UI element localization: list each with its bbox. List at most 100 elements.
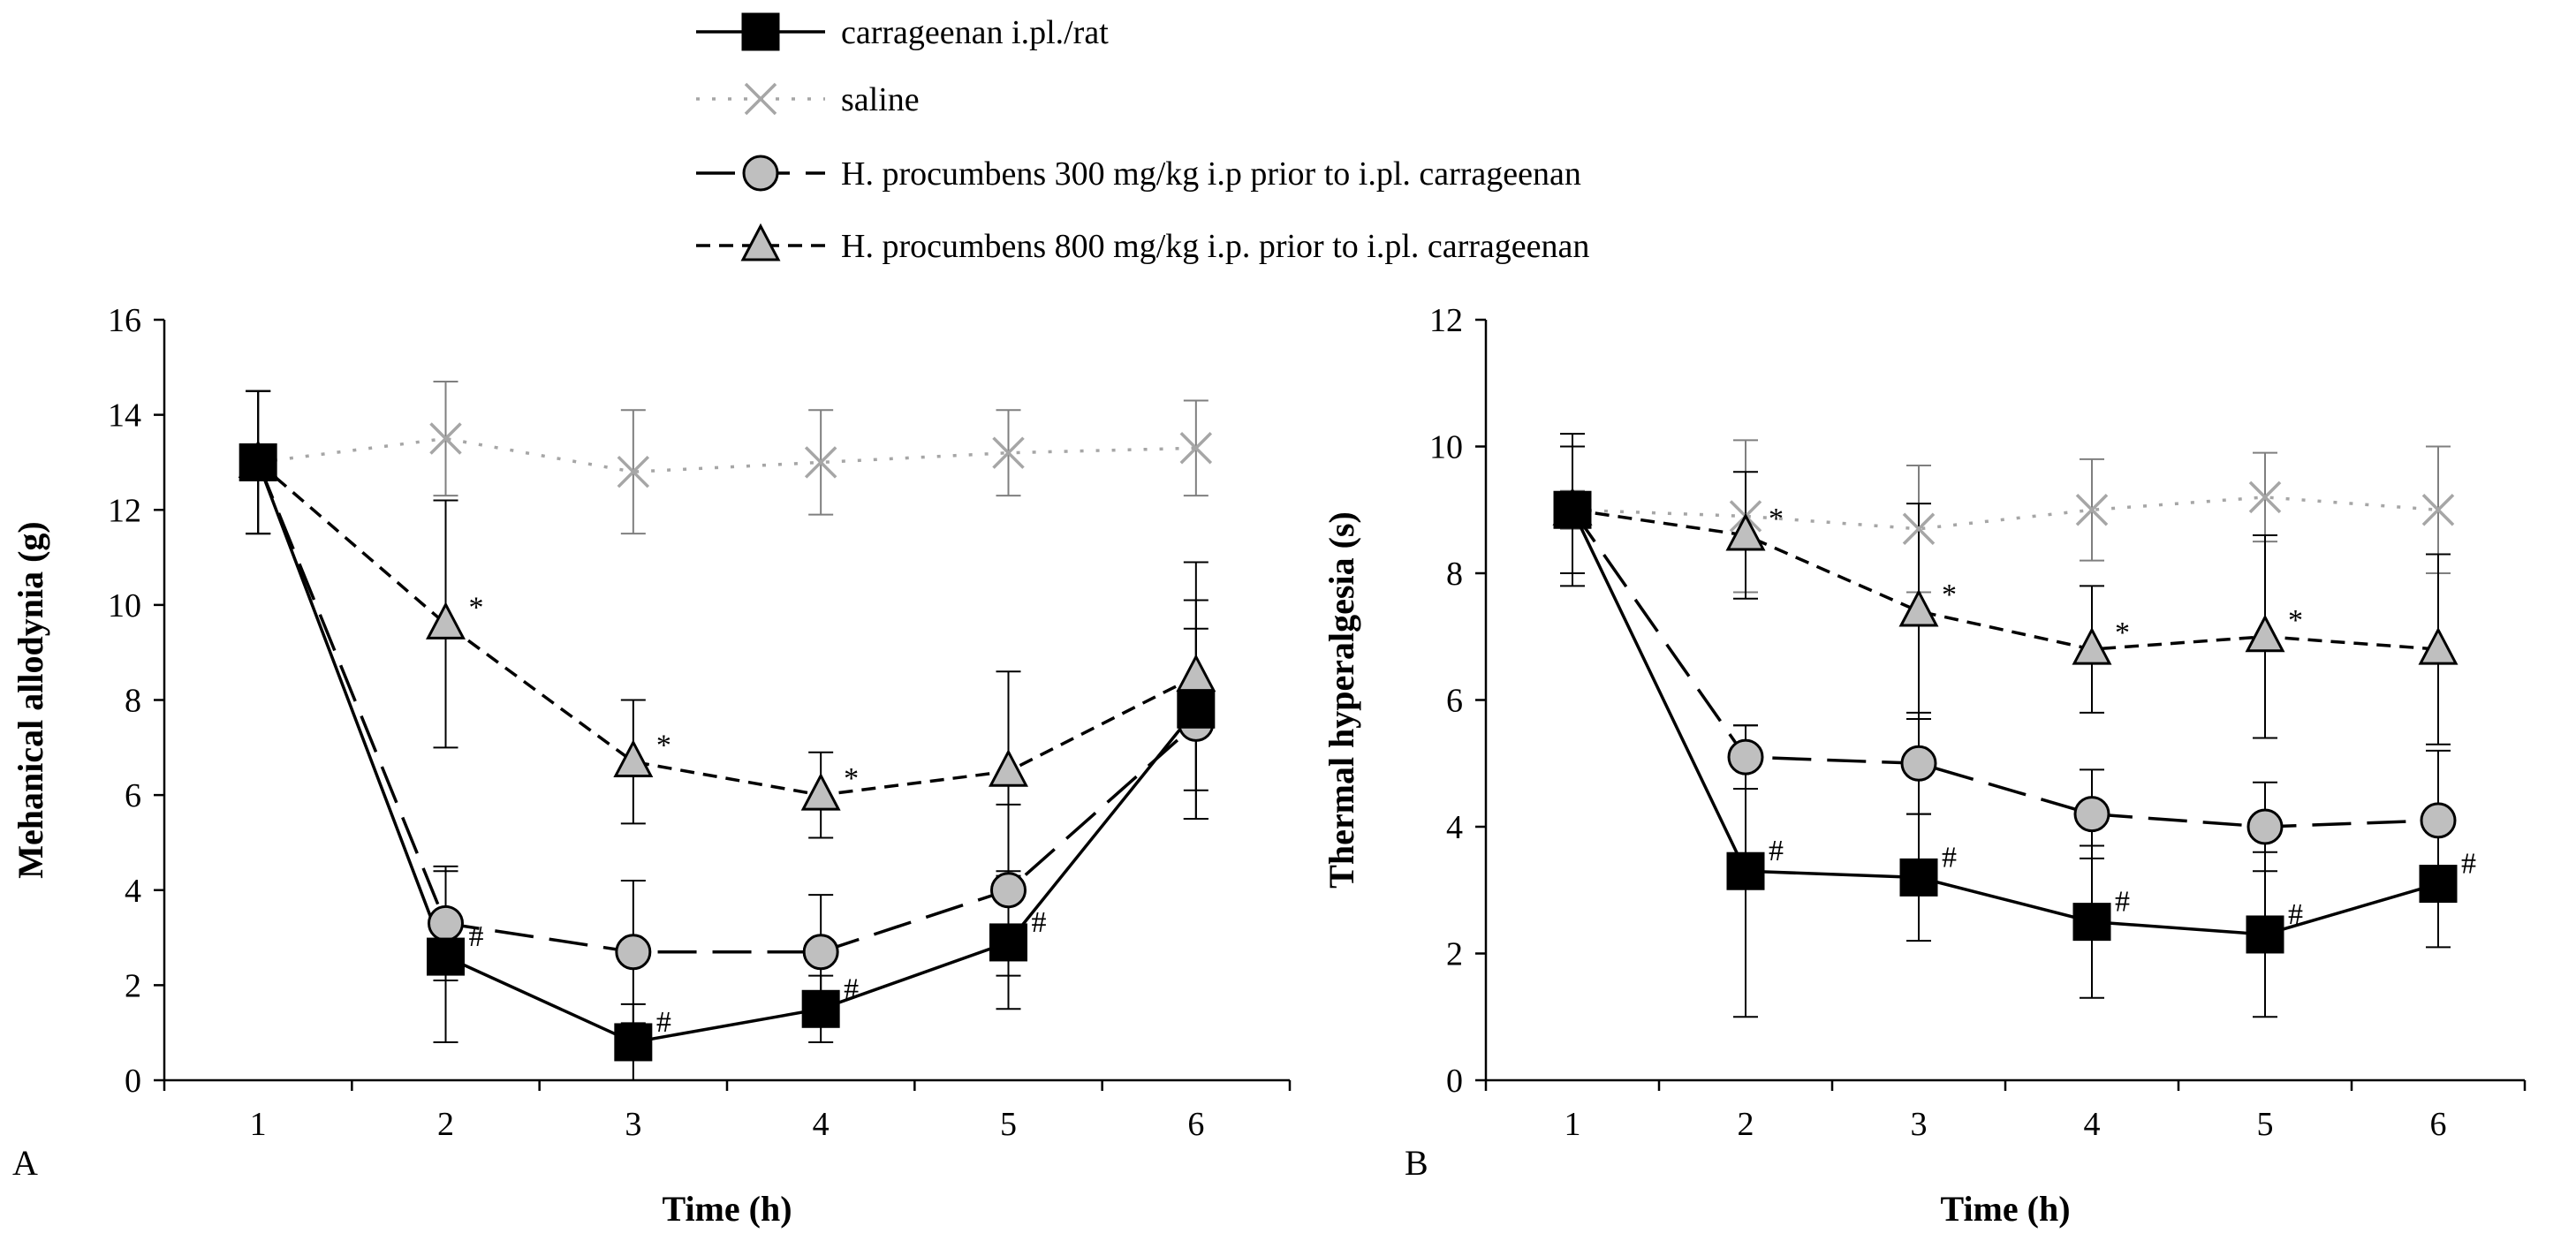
data-point-hp300: [1727, 738, 1764, 776]
y-tick-label: 14: [108, 397, 141, 435]
series-line-hp300: [256, 461, 1197, 954]
x-tick-label: 5: [2257, 1106, 2274, 1143]
data-point-hp300-shape: [802, 934, 839, 971]
data-point-carrageenan-shape: [1553, 490, 1592, 529]
significance-label: *: [469, 591, 484, 624]
data-point-saline: [2075, 494, 2109, 526]
y-tick-label: 4: [125, 873, 141, 910]
y-tick-label: 8: [125, 683, 141, 720]
data-point-saline: [617, 455, 650, 488]
data-point-hp800: [1725, 512, 1766, 551]
data-point-saline: [2421, 494, 2455, 526]
data-point-carrageenan: [2419, 865, 2458, 904]
data-point-hp300: [2420, 802, 2457, 839]
x-tick-label: 1: [1565, 1106, 1581, 1143]
data-point-hp300: [428, 904, 464, 942]
panel-letter: B: [1405, 1143, 1428, 1183]
x-tick-label: 6: [1187, 1106, 1204, 1143]
legend: carrageenan i.pl./rat saline H. procumbens…: [696, 12, 1589, 265]
data-point-hp800-shape: [1176, 654, 1216, 692]
x-tick-label: 5: [1000, 1106, 1017, 1143]
data-point-hp800-shape: [2072, 626, 2112, 665]
significance-label: #: [656, 1006, 671, 1039]
data-point-hp800: [1898, 588, 1939, 627]
series-hp800: [246, 390, 1208, 873]
y-tick-label: 2: [1446, 936, 1463, 973]
series-hp800: [1560, 433, 2451, 745]
series-line-carrageenan: [256, 461, 1198, 1044]
legend-label-hp800: H. procumbens 800 mg/kg i.p. prior to i.…: [841, 228, 1589, 265]
legend-entry-carrageenan: carrageenan i.pl./rat: [696, 12, 1109, 51]
data-point-hp800-shape: [989, 748, 1028, 787]
data-point-hp800: [989, 748, 1028, 787]
series-line-carrageenan: [1571, 509, 2439, 936]
y-tick-label: 6: [1446, 683, 1463, 720]
significance-label: #: [844, 972, 859, 1005]
legend-label-hp300: H. procumbens 300 mg/kg i.p prior to i.p…: [841, 155, 1581, 193]
y-tick-label: 8: [1446, 556, 1463, 593]
data-point-saline-stroke-b: [804, 446, 837, 479]
data-point-carrageenan-shape: [989, 923, 1027, 962]
data-point-carrageenan: [427, 937, 465, 976]
data-point-carrageenan: [1177, 690, 1216, 729]
significance-label: #: [1032, 906, 1047, 939]
y-tick-label: 6: [125, 777, 141, 814]
data-point-carrageenan-shape: [801, 989, 840, 1028]
data-point-saline: [1902, 512, 1936, 546]
series-markers-carrageenan: # # # #: [239, 443, 1216, 1062]
x-axis-title: Time (h): [662, 1189, 792, 1229]
x-axis-title: Time (h): [1940, 1189, 2070, 1229]
data-point-carrageenan-shape: [427, 937, 465, 976]
significance-label: #: [469, 920, 484, 953]
legend-marker-hp300-shape: [742, 155, 779, 192]
data-point-saline: [2248, 481, 2282, 514]
data-point-saline-stroke-b: [429, 422, 462, 455]
y-tick-label: 16: [108, 302, 141, 339]
data-point-hp800: [800, 772, 841, 811]
significance-label: #: [2461, 848, 2476, 881]
y-tick-label: 4: [1446, 809, 1463, 846]
legend-entry-hp300: H. procumbens 300 mg/kg i.p prior to i.p…: [696, 155, 1581, 193]
series-markers-hp300: [1554, 491, 2457, 845]
legend-label-carrageenan: carrageenan i.pl./rat: [841, 14, 1109, 51]
data-point-hp800-shape: [1725, 512, 1766, 551]
x-tick-label: 3: [625, 1106, 641, 1143]
data-point-carrageenan: [614, 1023, 653, 1062]
significance-label: *: [844, 762, 859, 795]
data-point-carrageenan: [1726, 851, 1765, 890]
data-point-carrageenan: [2246, 915, 2284, 954]
x-tick-label: 1: [250, 1106, 267, 1143]
series-hp300: [246, 390, 1208, 1025]
series-line-saline: [257, 436, 1196, 473]
data-point-hp800-shape: [2245, 614, 2285, 653]
legend-marker-hp800-shape: [740, 223, 781, 261]
data-point-hp300: [2073, 796, 2110, 833]
significance-label: *: [656, 729, 671, 761]
y-tick-label: 0: [125, 1063, 141, 1100]
y-axis-title: Mehanical allodynia (g): [11, 521, 50, 878]
data-point-carrageenan: [2072, 903, 2111, 942]
x-tick-label: 2: [1738, 1106, 1754, 1143]
data-point-hp800-shape: [613, 739, 654, 777]
data-point-saline: [804, 446, 837, 479]
series-line-saline: [1572, 496, 2439, 531]
data-point-carrageenan: [1899, 858, 1938, 897]
data-point-saline-stroke-b: [617, 455, 650, 488]
data-point-carrageenan-shape: [2246, 915, 2284, 954]
legend-entry-hp800: H. procumbens 800 mg/kg i.p. prior to i.…: [696, 223, 1589, 265]
legend-marker-saline: [744, 82, 777, 116]
data-point-hp300: [990, 872, 1027, 909]
significance-label: *: [1942, 579, 1957, 611]
series-markers-hp300: [239, 443, 1215, 971]
data-point-carrageenan-shape: [2072, 903, 2111, 942]
data-point-hp800-shape: [1898, 588, 1939, 627]
series-carrageenan: [1560, 445, 2451, 1018]
data-point-saline-stroke-b: [1179, 432, 1213, 465]
data-point-saline-stroke-b: [1902, 512, 1936, 546]
series-line-hp800: [1572, 508, 2439, 651]
y-tick-label: 0: [1446, 1063, 1463, 1100]
data-point-hp300-shape: [2073, 796, 2110, 833]
data-point-hp300-shape: [1900, 745, 1937, 782]
legend-marker-carrageenan-shape: [741, 12, 780, 51]
